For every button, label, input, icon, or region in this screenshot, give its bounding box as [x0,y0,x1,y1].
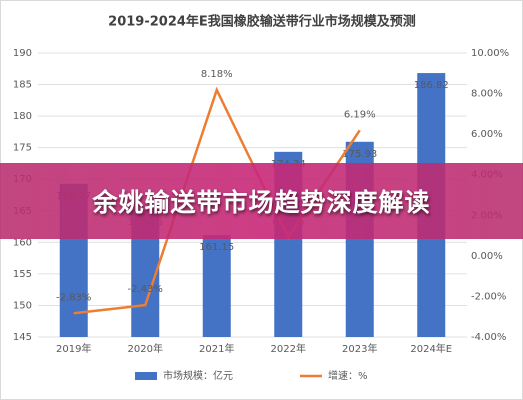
line-value-label: 6.19% [344,109,376,120]
legend-label: 增速：% [328,369,368,382]
x-tick-label: 2021年 [199,342,234,355]
y-tick-label: 150 [13,300,32,311]
y-tick-label: 185 [13,80,32,91]
y-tick-label: 145 [13,332,32,343]
y2-tick-label: 6.00% [471,129,503,140]
line-value-label: -2.83% [56,292,91,303]
bar [202,235,231,337]
x-tick-label: 2023年 [342,342,377,355]
y2-tick-label: 0.00% [471,251,503,262]
bar-value-label: 161.15 [199,242,234,253]
y2-tick-label: 8.00% [471,89,503,100]
legend-label: 市场规模：亿元 [163,369,233,382]
x-tick-label: 2019年 [56,342,91,355]
y2-tick-label: -4.00% [471,332,506,343]
line-value-label: 8.18% [201,69,233,80]
y-tick-label: 180 [13,111,32,122]
x-tick-label: 2024年E [410,342,452,355]
x-tick-label: 2022年 [271,342,306,355]
line-value-label: -2.43% [128,284,163,295]
bar-value-label: 186.82 [414,80,449,91]
y-tick-label: 175 [13,143,32,154]
banner: 余姚输送带市场趋势深度解读 [0,163,523,239]
y2-tick-label: 10.00% [471,48,509,59]
bar-value-label: 175.93 [342,149,377,160]
y-tick-label: 155 [13,269,32,280]
chart-title: 2019-2024年E我国橡胶输送带行业市场规模及预测 [108,14,416,30]
y-tick-label: 190 [13,48,32,59]
y2-tick-label: -2.00% [471,291,506,302]
legend-swatch [135,372,157,380]
y-tick-label: 160 [13,237,32,248]
x-tick-label: 2020年 [128,342,163,355]
